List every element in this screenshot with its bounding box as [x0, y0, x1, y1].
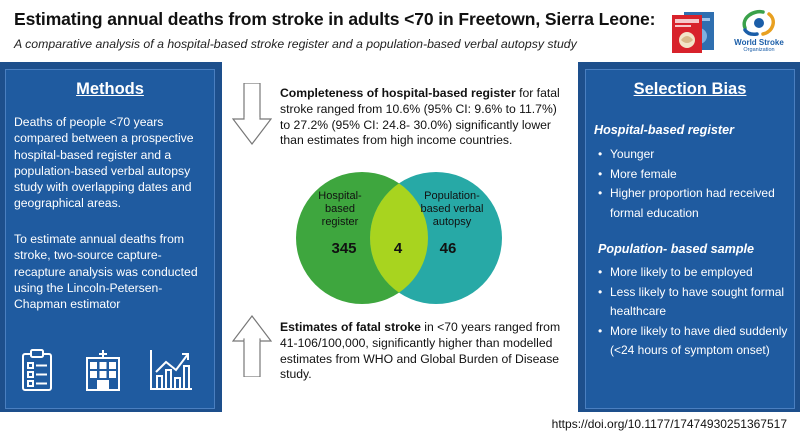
- org-logo-sub: Organization: [743, 47, 775, 53]
- methods-paragraph-1: Deaths of people <70 years compared betw…: [14, 115, 194, 211]
- hospital-bias-list: Younger More female Higher proportion ha…: [596, 145, 792, 223]
- population-bias-list: More likely to be employed Less likely t…: [596, 263, 792, 361]
- completeness-text: Completeness of hospital-based register …: [280, 86, 570, 149]
- list-item: More likely to have died suddenly (<24 h…: [596, 322, 792, 361]
- completeness-rest: for fatal stroke ranged from 10.6% (95% …: [280, 86, 560, 148]
- list-item: More female: [596, 165, 792, 185]
- estimates-rest: in <70 years ranged from 41-106/100,000,…: [280, 320, 561, 382]
- page-title: Estimating annual deaths from stroke in …: [14, 9, 656, 29]
- methods-panel: Methods Deaths of people <70 years compa…: [5, 69, 215, 409]
- completeness-bold: Completeness of hospital-based register: [280, 86, 516, 100]
- list-item: Higher proportion had received formal ed…: [596, 184, 792, 223]
- population-sample-heading: Population- based sample: [598, 242, 755, 256]
- clipboard-icon: [20, 348, 54, 397]
- venn-count-overlap: 4: [393, 240, 403, 257]
- line-chart-icon: [148, 348, 194, 397]
- list-item: More likely to be employed: [596, 263, 792, 283]
- list-item: Younger: [596, 145, 792, 165]
- world-stroke-organization-logo: World Stroke Organization: [726, 8, 792, 60]
- venn-label-population: Population-based verbal autopsy: [420, 190, 484, 228]
- center-section: Completeness of hospital-based register …: [222, 62, 578, 412]
- venn-diagram: Hospital-based register Population-based…: [294, 170, 504, 306]
- venn-svg: [296, 172, 502, 304]
- doi-link[interactable]: https://doi.org/10.1177/1747493025136751…: [551, 417, 787, 431]
- selection-bias-panel: Selection Bias Hospital-based register Y…: [585, 69, 795, 409]
- header: Estimating annual deaths from stroke in …: [0, 0, 800, 62]
- hospital-icon: [81, 348, 125, 397]
- journal-cover-icon: [668, 10, 720, 54]
- venn-count-hospital-only: 345: [331, 240, 357, 257]
- methods-title: Methods: [76, 80, 144, 98]
- page-subtitle: A comparative analysis of a hospital-bas…: [14, 37, 577, 51]
- estimates-text: Estimates of fatal stroke in <70 years r…: [280, 320, 570, 383]
- venn-overlap: [370, 172, 428, 304]
- methods-paragraph-2: To estimate annual deaths from stroke, t…: [14, 232, 198, 312]
- venn-count-population-only: 46: [439, 240, 457, 257]
- arrow-up-icon: [231, 315, 273, 382]
- arrow-down-icon: [231, 82, 273, 150]
- venn-label-hospital: Hospital-based register: [318, 190, 362, 228]
- list-item: Less likely to have sought formal health…: [596, 283, 792, 322]
- selection-bias-title: Selection Bias: [633, 80, 747, 98]
- hospital-register-heading: Hospital-based register: [594, 123, 734, 137]
- estimates-bold: Estimates of fatal stroke: [280, 320, 421, 334]
- org-logo-name: World Stroke: [734, 38, 784, 47]
